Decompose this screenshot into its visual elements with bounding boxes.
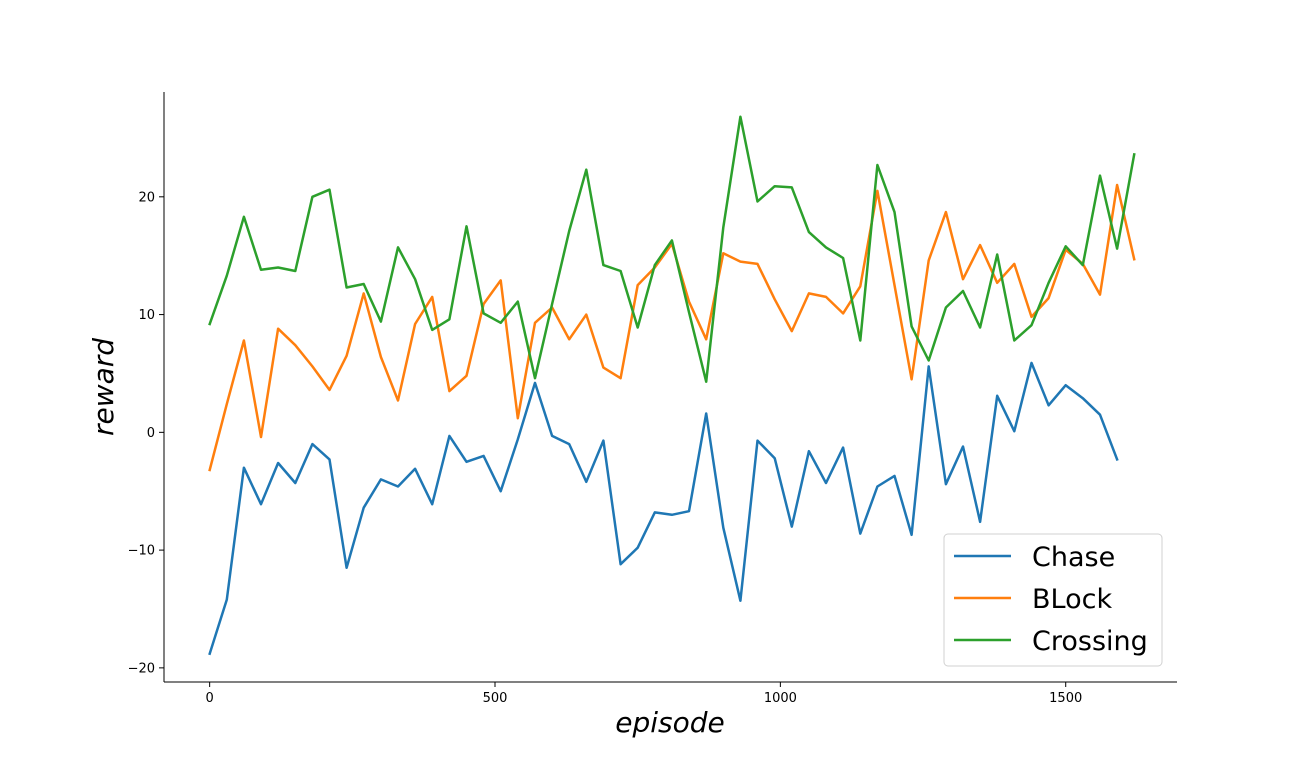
series-line-chase <box>208 361 1119 656</box>
y-tick-label: 10 <box>138 308 155 323</box>
legend-label-chase: Chase <box>1032 542 1115 573</box>
series-line-crossing <box>208 115 1136 383</box>
legend-label-crossing: Crossing <box>1032 626 1148 657</box>
legend: Chase BLock Crossing <box>943 533 1163 667</box>
y-tick-label: 20 <box>138 190 155 205</box>
x-tick-label: 0 <box>206 691 214 706</box>
x-tick-label: 1500 <box>1049 691 1082 706</box>
ticks: 0 500 1000 1500 −20 −10 0 10 20 <box>128 190 1083 706</box>
y-tick-label: −20 <box>128 661 155 676</box>
y-axis-label: reward <box>87 338 120 436</box>
x-tick-label: 1000 <box>764 691 797 706</box>
axes <box>163 92 1177 683</box>
series-layer <box>208 115 1136 656</box>
x-axis-label: episode <box>615 706 725 739</box>
legend-label-block: BLock <box>1032 584 1112 615</box>
series-line-block <box>208 183 1136 472</box>
y-tick-label: −10 <box>128 544 155 559</box>
legend-frame <box>943 533 1163 667</box>
y-tick-label: 0 <box>147 426 155 441</box>
x-tick-label: 500 <box>483 691 508 706</box>
